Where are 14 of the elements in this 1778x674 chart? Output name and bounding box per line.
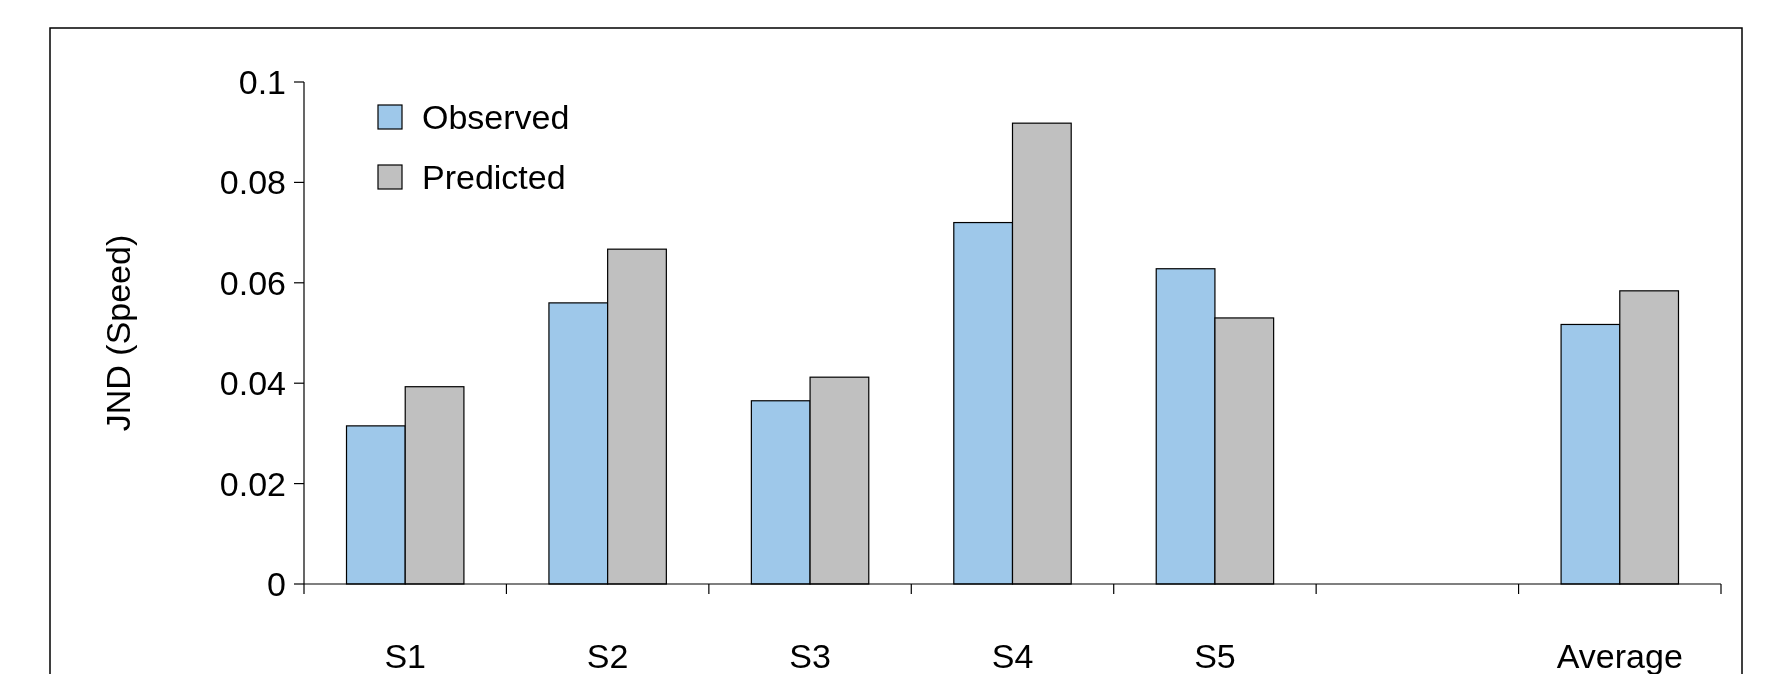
y-axis-title: JND (Speed) (99, 234, 137, 432)
legend-label: Observed (422, 97, 570, 136)
legend-label: Predicted (422, 157, 566, 196)
y-tick-label: 0 (267, 564, 286, 603)
y-tick-label: 0.04 (219, 364, 286, 403)
y-tick-label: 0.02 (219, 464, 286, 503)
x-tick-label: S2 (586, 637, 629, 674)
x-tick-label: S4 (991, 637, 1034, 674)
x-tick-label: S3 (789, 637, 831, 674)
y-tick-label: 0.08 (219, 163, 286, 202)
x-tick-label: S1 (384, 637, 427, 674)
x-tick-label: S5 (1194, 637, 1236, 674)
y-tick-label: 0.1 (238, 62, 286, 101)
y-tick-label: 0.06 (219, 263, 286, 302)
